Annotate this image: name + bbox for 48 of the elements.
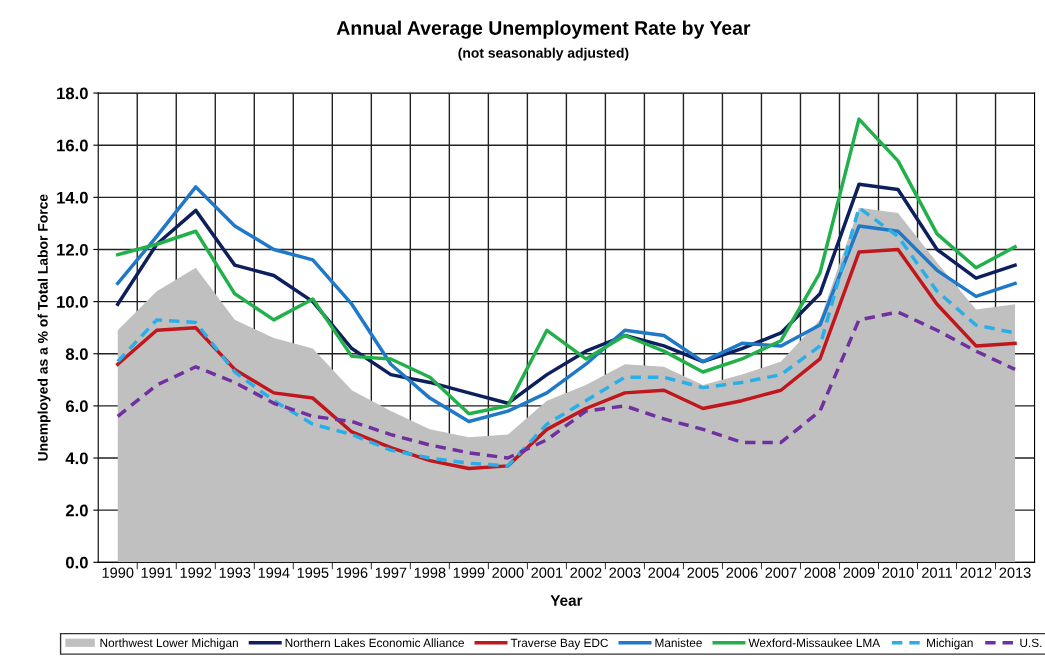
legend-label: U.S. xyxy=(1020,638,1042,648)
legend-label: Traverse Bay EDC xyxy=(510,638,609,650)
line-series xyxy=(116,117,1017,416)
x-tick-label: 2001 xyxy=(531,567,563,578)
y-tick-label: 2.0 xyxy=(65,504,88,517)
line-series xyxy=(116,247,1017,471)
x-tick-label: 1994 xyxy=(258,567,290,578)
chart-title: Annual Average Unemployment Rate by Year xyxy=(336,20,751,39)
y-tick-label: 8.0 xyxy=(65,348,88,360)
legend-label: Michigan xyxy=(927,638,973,650)
x-tick-label: 2005 xyxy=(687,567,719,578)
y-tick-label: 0.0 xyxy=(66,556,88,569)
y-tick-label: 18.0 xyxy=(57,87,88,100)
x-tick-label: 1995 xyxy=(297,567,329,578)
chart-subtitle: (not seasonably adjusted) xyxy=(458,47,629,61)
x-tick-label: 1991 xyxy=(141,567,173,578)
legend-label: Manistee xyxy=(655,638,702,648)
x-tick-label: 2004 xyxy=(648,567,680,578)
x-tick-label: 2009 xyxy=(843,567,875,578)
x-tick-label: 2002 xyxy=(570,567,602,578)
y-tick-label: 16.0 xyxy=(57,139,88,152)
x-tick-label: 2006 xyxy=(726,567,758,578)
x-tick-label: 1993 xyxy=(219,567,251,578)
legend-label: Wexford-Missaukee LMA xyxy=(748,638,881,648)
y-tick-label: 6.0 xyxy=(65,400,88,413)
y-tick-label: 4.0 xyxy=(65,452,88,465)
x-axis-title: Year xyxy=(550,595,583,606)
x-tick-label: 1998 xyxy=(414,567,446,578)
x-tick-label: 2013 xyxy=(999,567,1031,578)
x-tick-label: 2008 xyxy=(804,567,836,578)
x-tick-label: 2000 xyxy=(492,567,524,578)
x-tick-label: 2012 xyxy=(960,567,992,578)
legend-label: Northern Lakes Economic Alliance xyxy=(285,638,464,648)
y-tick-label: 14.0 xyxy=(57,191,88,204)
x-tick-label: 1997 xyxy=(375,567,407,578)
x-tick-label: 1996 xyxy=(336,567,368,578)
x-tick-label: 1990 xyxy=(102,567,134,578)
legend-label: Northwest Lower Michigan xyxy=(100,638,238,650)
x-tick-label: 2010 xyxy=(882,567,914,578)
line-series xyxy=(116,310,1017,460)
y-axis-title: Unemployed as a % of Total Labor Force xyxy=(37,194,51,461)
x-tick-label: 2011 xyxy=(922,567,952,578)
y-tick-label: 12.0 xyxy=(57,243,88,256)
x-tick-label: 2003 xyxy=(609,567,641,578)
x-tick-label: 2007 xyxy=(765,567,797,578)
x-tick-label: 1992 xyxy=(180,567,212,578)
y-tick-label: 10.0 xyxy=(57,296,88,308)
x-tick-label: 1999 xyxy=(453,567,485,578)
